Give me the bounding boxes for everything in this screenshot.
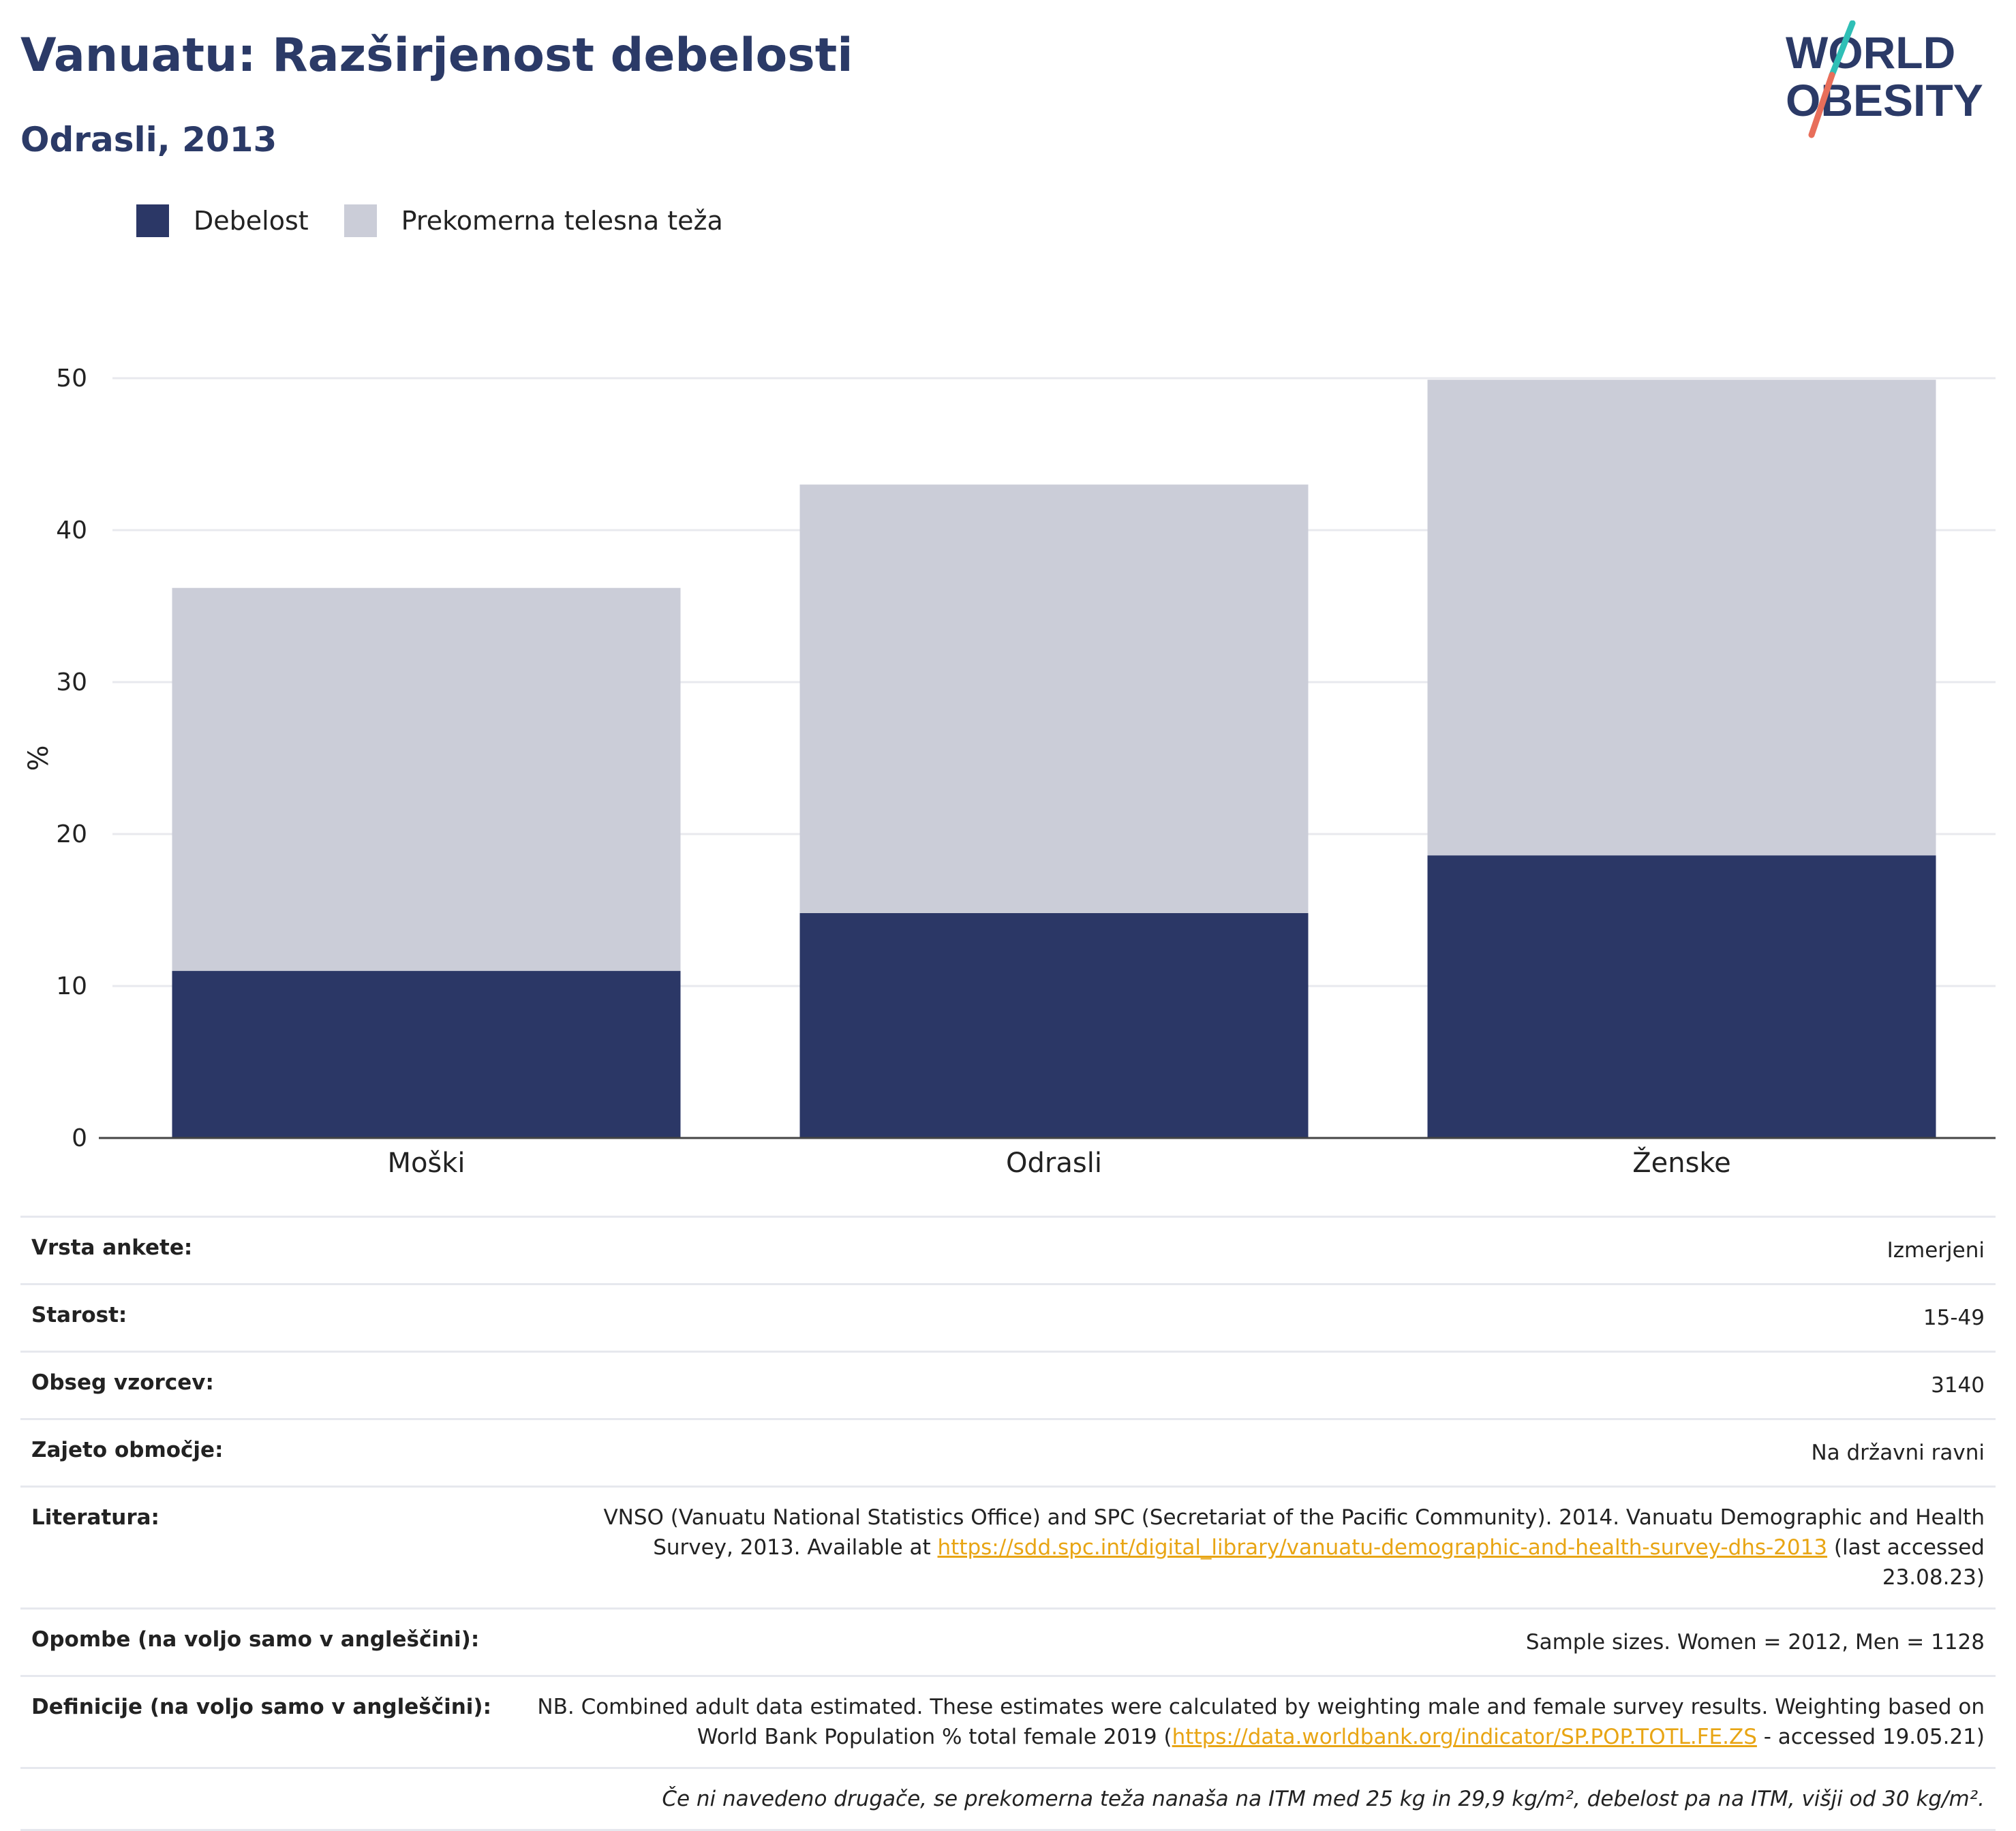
legend-swatch-obesity <box>136 204 169 237</box>
world-obesity-logo: WORLD OBESITY <box>1786 20 1983 138</box>
logo-slash-teal <box>1829 20 1856 78</box>
x-category-label: Moški <box>387 1148 465 1179</box>
table-row-coverage: Zajeto območje: Na državni ravni <box>20 1418 1996 1486</box>
y-tick-label: 30 <box>56 668 87 696</box>
y-tick-label: 20 <box>56 820 87 848</box>
row-value: Na državni ravni <box>1811 1441 1985 1465</box>
row-key: Definicije (na voljo samo v angleščini): <box>31 1695 491 1719</box>
table-row-survey-type: Vrsta ankete: Izmerjeni <box>20 1216 1996 1283</box>
row-key: Obseg vzorcev: <box>31 1370 214 1395</box>
definitions-text: NB. Combined adult data estimated. These… <box>537 1695 1985 1749</box>
row-value: Izmerjeni <box>1887 1238 1985 1263</box>
row-value: NB. Combined adult data estimated. These… <box>519 1692 1985 1752</box>
y-axis-label: % <box>23 745 55 771</box>
table-row-notes: Opombe (na voljo samo v angleščini): Sam… <box>20 1607 1996 1675</box>
y-tick-label: 0 <box>72 1124 87 1152</box>
row-key: Zajeto območje: <box>31 1438 224 1462</box>
definitions-link[interactable]: https://data.worldbank.org/indicator/SP.… <box>1172 1725 1757 1749</box>
legend-label-overweight: Prekomerna telesna teža <box>401 206 723 236</box>
bmi-footnote: Če ni navedeno drugače, se prekomerna te… <box>662 1787 1985 1811</box>
x-category-label: Odrasli <box>1006 1148 1102 1179</box>
bar-obesity <box>172 970 681 1138</box>
row-value: 3140 <box>1931 1373 1985 1398</box>
table-row-footnote: Če ni navedeno drugače, se prekomerna te… <box>20 1767 1996 1831</box>
bar-overweight <box>1427 380 1936 856</box>
page-title: Vanuatu: Razširjenost debelosti <box>20 29 853 82</box>
legend-swatch-overweight <box>343 204 377 237</box>
row-key: Starost: <box>31 1303 127 1327</box>
row-key: Vrsta ankete: <box>31 1235 193 1260</box>
table-row-literature: Literatura: VNSO (Vanuatu National Stati… <box>20 1486 1996 1607</box>
definitions-text-end: - accessed 19.05.21) <box>1756 1725 1985 1749</box>
logo-word-world: WORLD <box>1786 27 1955 78</box>
row-value: VNSO (Vanuatu National Statistics Office… <box>581 1503 1985 1592</box>
row-key: Opombe (na voljo samo v angleščini): <box>31 1627 480 1652</box>
table-row-sample-size: Obseg vzorcev: 3140 <box>20 1351 1996 1418</box>
legend-label-obesity: Debelost <box>194 206 309 236</box>
bar-overweight <box>799 484 1309 913</box>
table-row-definitions: Definicije (na voljo samo v angleščini):… <box>20 1675 1996 1767</box>
page-subtitle: Odrasli, 2013 <box>20 120 277 159</box>
row-value: 15-49 <box>1923 1306 1985 1330</box>
bar-overweight <box>172 587 681 971</box>
y-tick-label: 10 <box>56 972 87 1000</box>
row-key: Literatura: <box>31 1505 159 1530</box>
chart-legend: Debelost Prekomerna telesna teža <box>136 204 759 237</box>
bar-obesity <box>1427 855 1936 1138</box>
logo-slash-coral <box>1808 72 1835 138</box>
survey-info-table: Vrsta ankete: Izmerjeni Starost: 15-49 O… <box>20 1216 1996 1831</box>
literature-text-end: (last accessed 23.08.23) <box>1827 1535 1985 1590</box>
table-row-age: Starost: 15-49 <box>20 1283 1996 1351</box>
literature-link[interactable]: https://sdd.spc.int/digital_library/vanu… <box>937 1535 1828 1560</box>
x-category-label: Ženske <box>1632 1146 1731 1179</box>
stacked-bar-chart: 0 10 20 30 40 50% Moški Odrasli Ženske <box>23 365 1996 1179</box>
literature-text: VNSO (Vanuatu National Statistics Office… <box>603 1505 1985 1560</box>
y-tick-label: 40 <box>56 517 87 544</box>
row-value: Sample sizes. Women = 2012, Men = 1128 <box>1525 1630 1985 1655</box>
bar-obesity <box>799 912 1309 1138</box>
y-tick-label: 50 <box>56 365 87 393</box>
